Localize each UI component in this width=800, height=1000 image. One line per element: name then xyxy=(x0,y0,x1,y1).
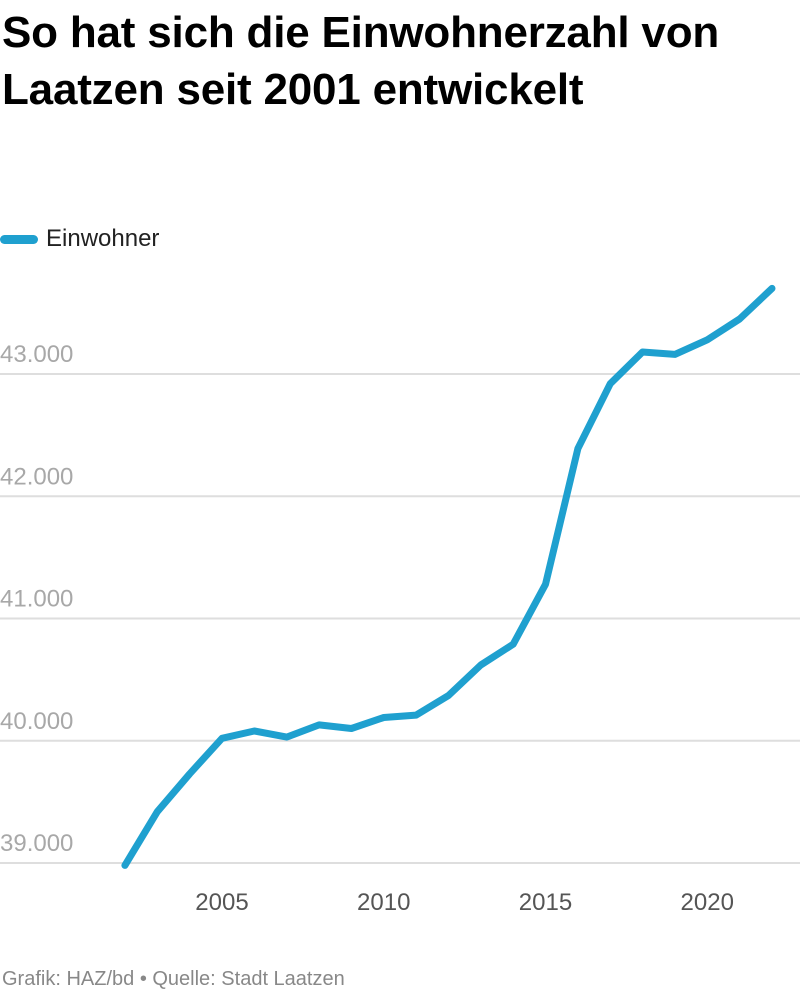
legend: Einwohner xyxy=(0,224,159,254)
x-tick-label: 2010 xyxy=(357,889,410,916)
y-tick-label: 43.000 xyxy=(0,341,73,368)
y-tick-label: 42.000 xyxy=(0,463,73,490)
legend-swatch xyxy=(0,234,38,244)
line-chart: 39.000 40.000 41.000 42.000 43.000 2005 2010 20… xyxy=(0,284,800,916)
y-tick-label: 40.000 xyxy=(0,708,73,735)
source-footer: Grafik: HAZ/bd • Quelle: Stadt Laatzen xyxy=(2,968,345,990)
x-tick-label: 2005 xyxy=(195,889,248,916)
legend-label: Einwohner xyxy=(46,225,160,252)
y-tick-label: 41.000 xyxy=(0,586,73,613)
x-tick-label: 2015 xyxy=(519,889,572,916)
x-tick-label: 2020 xyxy=(681,889,734,916)
series-line-einwohner xyxy=(121,284,776,869)
y-tick-label: 39.000 xyxy=(0,830,73,857)
chart-title: So hat sich die Einwohnerzahl von Laatze… xyxy=(2,8,720,114)
